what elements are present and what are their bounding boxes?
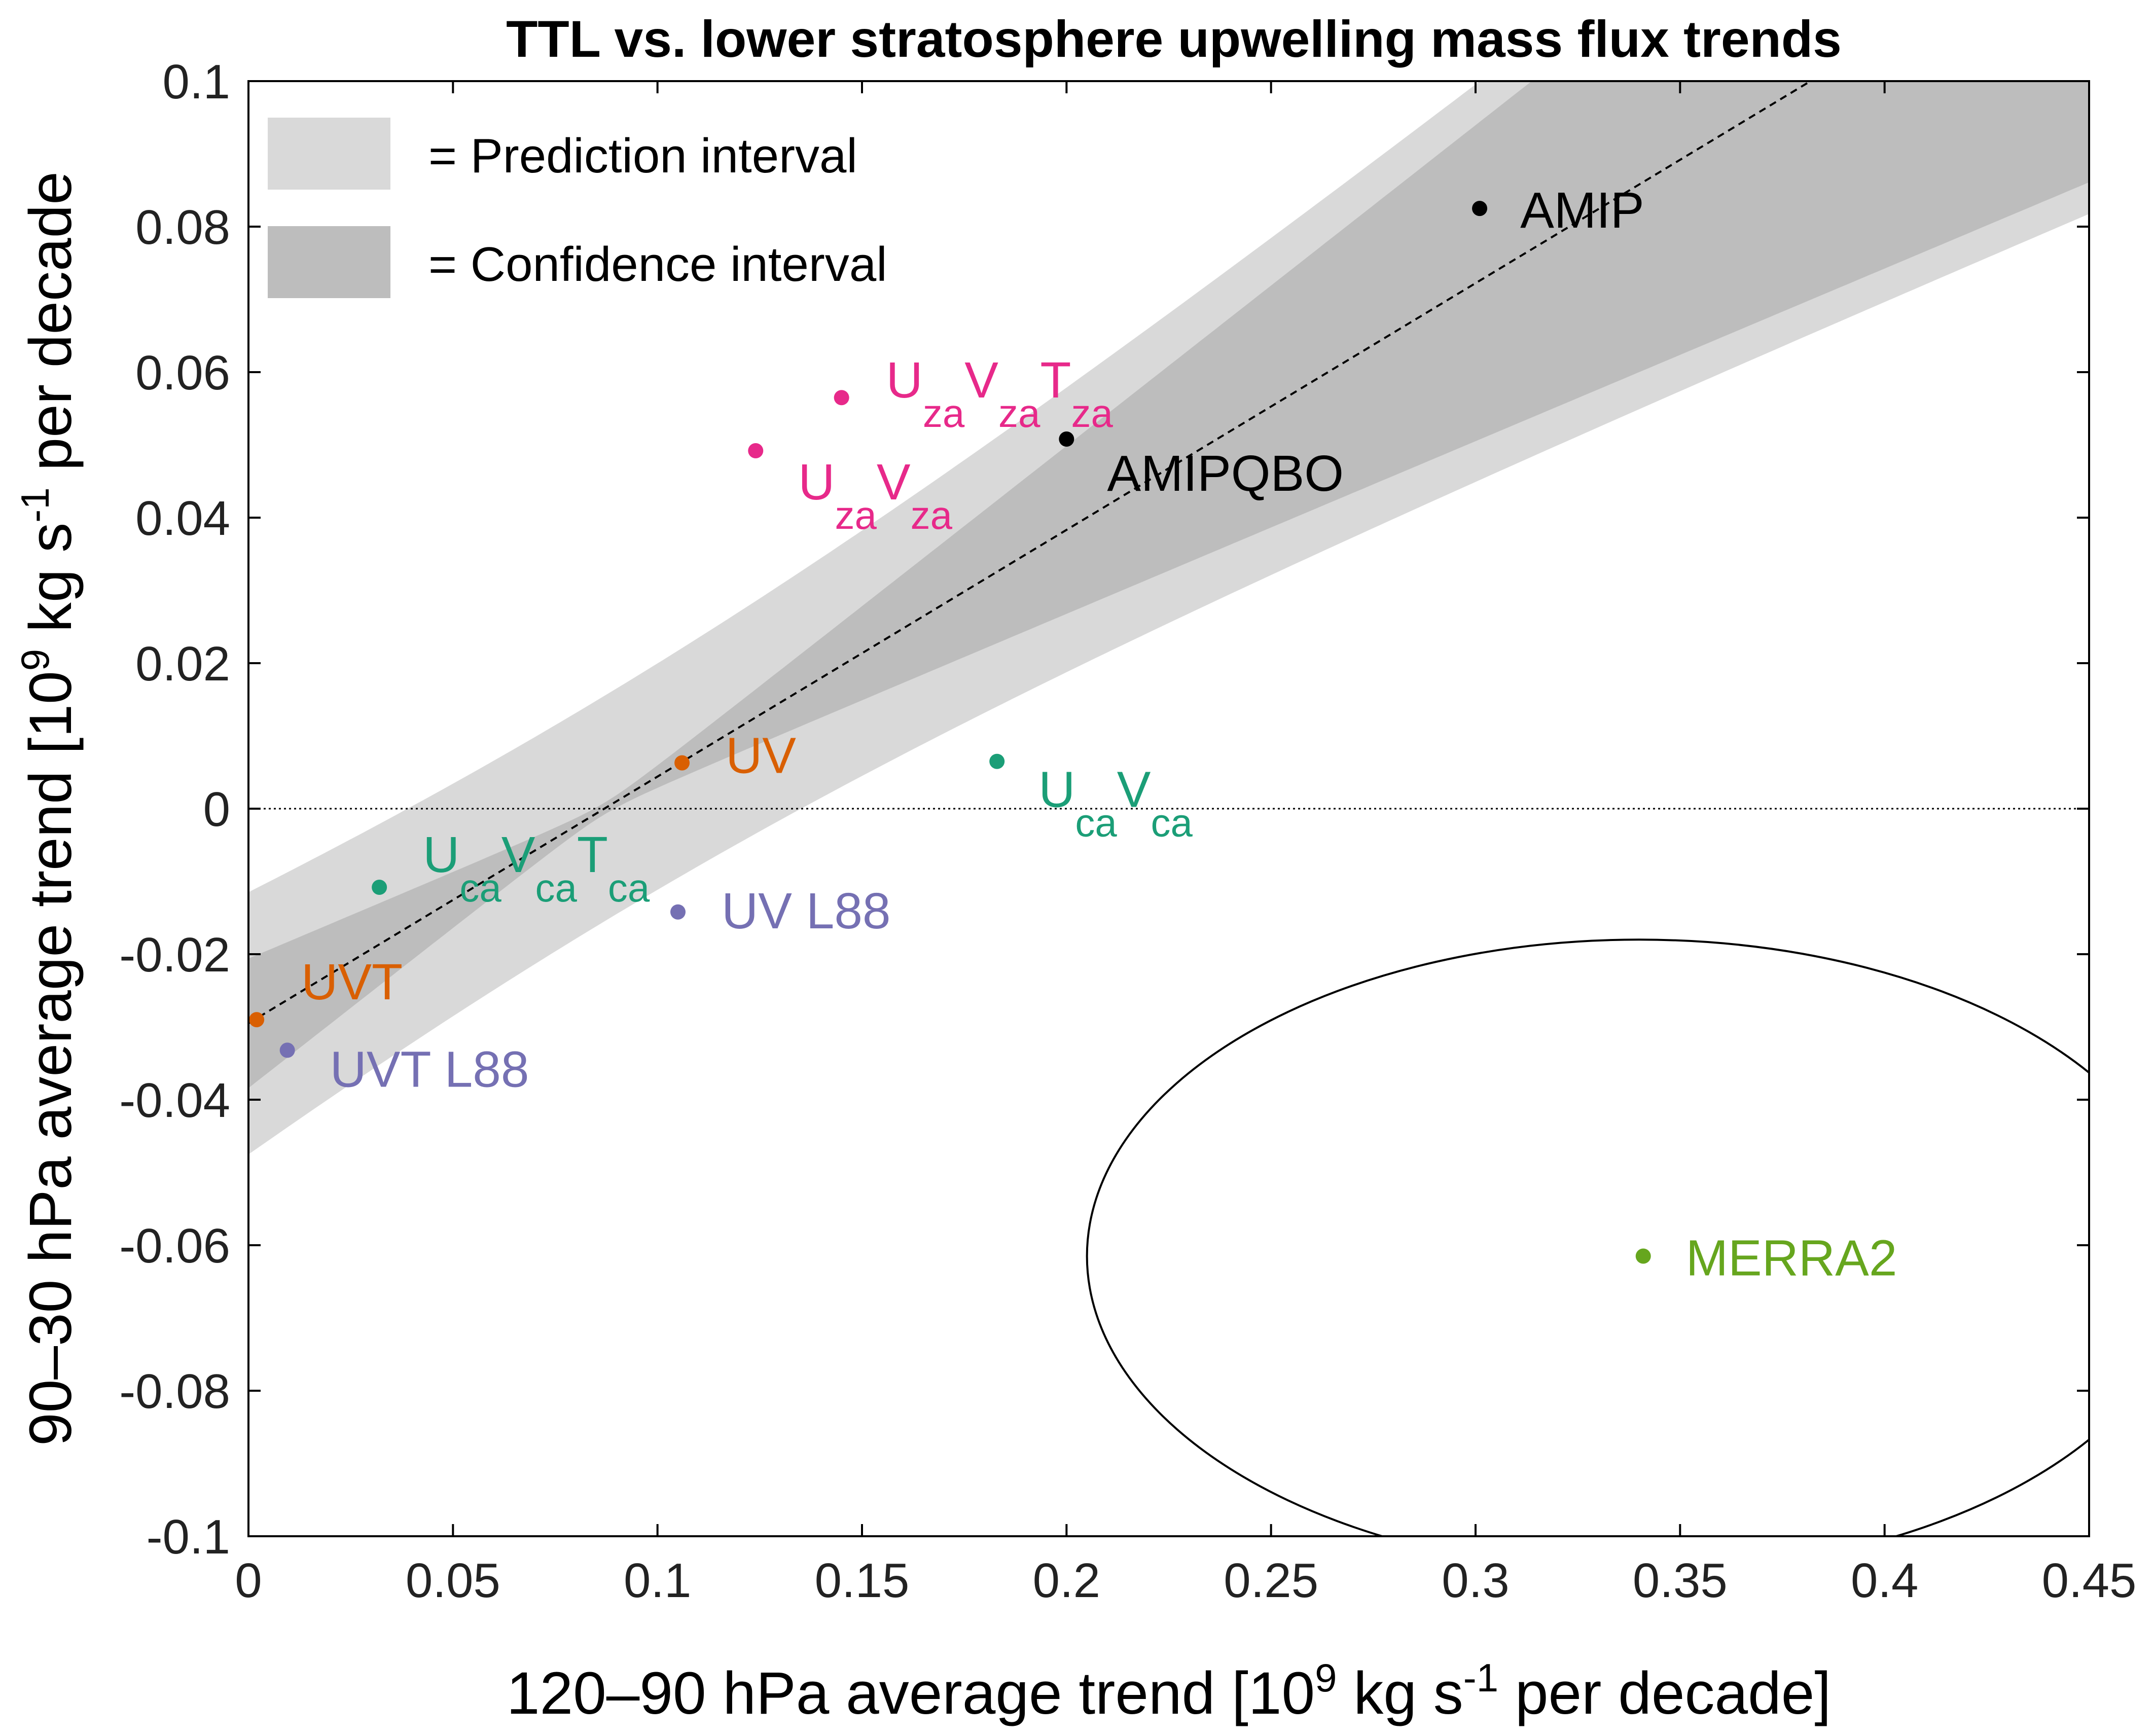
legend-confidence-swatch [268, 226, 390, 298]
x-tick-label: 0.45 [2042, 1553, 2137, 1608]
legend-prediction-label: = Prediction interval [428, 129, 857, 183]
point-label-uv-l88: UV L88 [722, 883, 891, 939]
x-tick-label: 0.3 [1442, 1553, 1509, 1608]
legend-confidence-label: = Confidence interval [428, 237, 887, 292]
y-tick-label: 0.06 [135, 346, 230, 400]
x-tick-label: 0.05 [406, 1553, 500, 1608]
x-tick-label: 0.25 [1224, 1553, 1318, 1608]
point-uvt [249, 1012, 265, 1028]
x-tick-label: 0.15 [815, 1553, 910, 1608]
x-tick-label: 0.2 [1033, 1553, 1100, 1608]
x-tick-label: 0 [235, 1553, 262, 1608]
point-uv [674, 755, 690, 771]
point-label-uvt-l88: UVT L88 [330, 1041, 529, 1098]
point-label-ucavca: UcaVca [1038, 762, 1193, 845]
point-label-uzavzatza: UzaVzaTza [886, 352, 1114, 436]
y-tick-label: 0.02 [135, 637, 230, 691]
point-merra2 [1635, 1248, 1651, 1264]
point-ucavcatca [372, 879, 387, 895]
y-axis-label: 90–30 hPa average trend [109 kg s-1 per … [13, 171, 84, 1446]
regression-line [248, 81, 1813, 1025]
point-ucavca [989, 753, 1005, 769]
y-tick-label: -0.02 [119, 928, 230, 982]
point-label-merra2: MERRA2 [1686, 1230, 1897, 1287]
legend: = Prediction interval = Confidence inter… [268, 118, 887, 298]
y-tick-label: -0.1 [147, 1510, 230, 1564]
y-tick-label: 0.1 [163, 55, 230, 109]
point-label-amip: AMIP [1520, 182, 1644, 239]
point-uzavzatza [834, 390, 849, 406]
point-label-uvt: UVT [301, 954, 403, 1010]
y-tick-label: 0.08 [135, 200, 230, 255]
point-label-uzavza: UzaVza [798, 454, 952, 537]
y-tick-label: -0.04 [119, 1073, 230, 1128]
point-label-ucavcatca: UcaVcaTca [423, 826, 650, 910]
confidence-band [248, 81, 2089, 1089]
x-tick-label: 0.35 [1633, 1553, 1728, 1608]
point-amipqbo [1059, 431, 1074, 447]
y-axis: -0.1 -0.08 -0.06 -0.04 -0.02 0 0.02 0.04 0.06 0.0… [119, 55, 2089, 1564]
y-tick-label: -0.06 [119, 1219, 230, 1273]
point-label-uv: UV [726, 728, 796, 784]
x-axis: 0 0.05 0.1 0.15 0.2 0.25 0.3 0.35 0.4 0.45 [235, 81, 2136, 1608]
y-tick-label: 0 [203, 782, 230, 837]
x-tick-label: 0.1 [624, 1553, 691, 1608]
point-amip [1472, 201, 1488, 216]
uncertainty-ellipse [1086, 938, 2089, 1536]
legend-prediction-swatch [268, 118, 390, 190]
y-tick-label: 0.04 [135, 491, 230, 546]
plot-area: AMIP AMIPQBO UzaVzaTza UzaVza UV UcaVca UcaVca… [248, 81, 2089, 1536]
point-uv-l88 [670, 904, 686, 920]
x-tick-label: 0.4 [1851, 1553, 1918, 1608]
point-uvt-l88 [279, 1042, 295, 1058]
y-tick-label: -0.08 [119, 1364, 230, 1419]
chart-title: TTL vs. lower stratosphere upwelling mas… [506, 10, 1842, 68]
point-label-amipqbo: AMIPQBO [1107, 445, 1344, 502]
point-uzavza [748, 443, 764, 458]
x-axis-label: 120–90 hPa average trend [109 kg s-1 per… [507, 1655, 1831, 1727]
data-points: AMIP AMIPQBO UzaVzaTza UzaVza UV UcaVca UcaVca… [249, 182, 1897, 1287]
